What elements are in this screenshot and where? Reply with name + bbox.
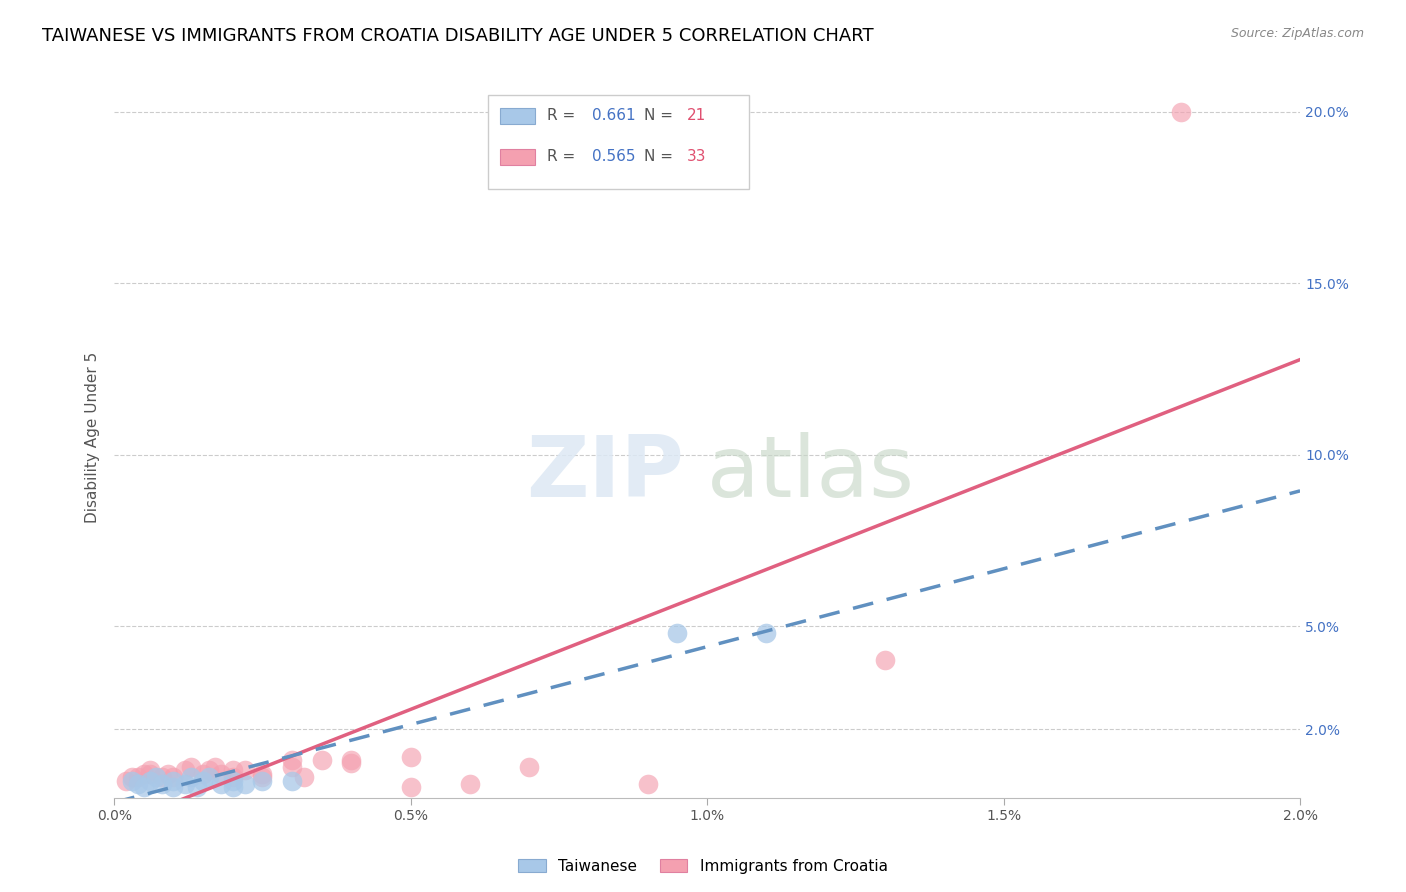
- Point: [252, 773, 274, 788]
- Point: [121, 773, 143, 788]
- Point: [222, 773, 245, 788]
- Point: [340, 753, 363, 767]
- Point: [233, 777, 256, 791]
- Point: [399, 749, 422, 764]
- Text: ZIP: ZIP: [526, 432, 683, 515]
- Y-axis label: Disability Age Under 5: Disability Age Under 5: [86, 352, 100, 524]
- Point: [222, 780, 245, 795]
- Point: [180, 760, 202, 774]
- Text: 0.565: 0.565: [592, 149, 636, 164]
- Point: [162, 770, 184, 784]
- Point: [233, 763, 256, 777]
- Point: [311, 753, 333, 767]
- Point: [186, 780, 208, 795]
- Text: atlas: atlas: [707, 432, 915, 515]
- Point: [132, 780, 155, 795]
- Point: [139, 763, 162, 777]
- Point: [115, 773, 138, 788]
- FancyBboxPatch shape: [499, 108, 536, 123]
- Point: [209, 766, 232, 780]
- Point: [399, 780, 422, 795]
- Point: [281, 773, 304, 788]
- Text: R =: R =: [547, 149, 581, 164]
- Point: [132, 766, 155, 780]
- Point: [637, 777, 659, 791]
- FancyBboxPatch shape: [488, 95, 748, 189]
- Point: [127, 777, 149, 791]
- Point: [139, 766, 162, 780]
- Point: [517, 760, 540, 774]
- Point: [252, 770, 274, 784]
- Point: [127, 770, 149, 784]
- Point: [222, 770, 245, 784]
- Legend: Taiwanese, Immigrants from Croatia: Taiwanese, Immigrants from Croatia: [512, 853, 894, 880]
- Point: [191, 766, 214, 780]
- Point: [191, 773, 214, 788]
- Point: [145, 770, 167, 784]
- Point: [666, 626, 689, 640]
- Point: [292, 770, 315, 784]
- Point: [198, 770, 221, 784]
- Text: N =: N =: [644, 108, 678, 123]
- Point: [755, 626, 778, 640]
- Point: [281, 760, 304, 774]
- Point: [204, 760, 226, 774]
- Text: N =: N =: [644, 149, 678, 164]
- Point: [174, 763, 197, 777]
- Point: [162, 780, 184, 795]
- Point: [209, 777, 232, 791]
- Point: [873, 653, 896, 667]
- Point: [121, 770, 143, 784]
- Text: 0.661: 0.661: [592, 108, 636, 123]
- Point: [281, 753, 304, 767]
- Point: [162, 773, 184, 788]
- Point: [150, 777, 173, 791]
- Point: [1170, 104, 1192, 119]
- Point: [139, 773, 162, 788]
- Point: [156, 766, 179, 780]
- Point: [180, 770, 202, 784]
- Text: Source: ZipAtlas.com: Source: ZipAtlas.com: [1230, 27, 1364, 40]
- Point: [150, 770, 173, 784]
- Point: [198, 763, 221, 777]
- Point: [340, 756, 363, 771]
- Point: [174, 777, 197, 791]
- Point: [458, 777, 481, 791]
- Point: [222, 763, 245, 777]
- Text: 21: 21: [688, 108, 706, 123]
- FancyBboxPatch shape: [499, 149, 536, 165]
- Text: R =: R =: [547, 108, 581, 123]
- Text: 33: 33: [688, 149, 706, 164]
- Point: [252, 766, 274, 780]
- Text: TAIWANESE VS IMMIGRANTS FROM CROATIA DISABILITY AGE UNDER 5 CORRELATION CHART: TAIWANESE VS IMMIGRANTS FROM CROATIA DIS…: [42, 27, 873, 45]
